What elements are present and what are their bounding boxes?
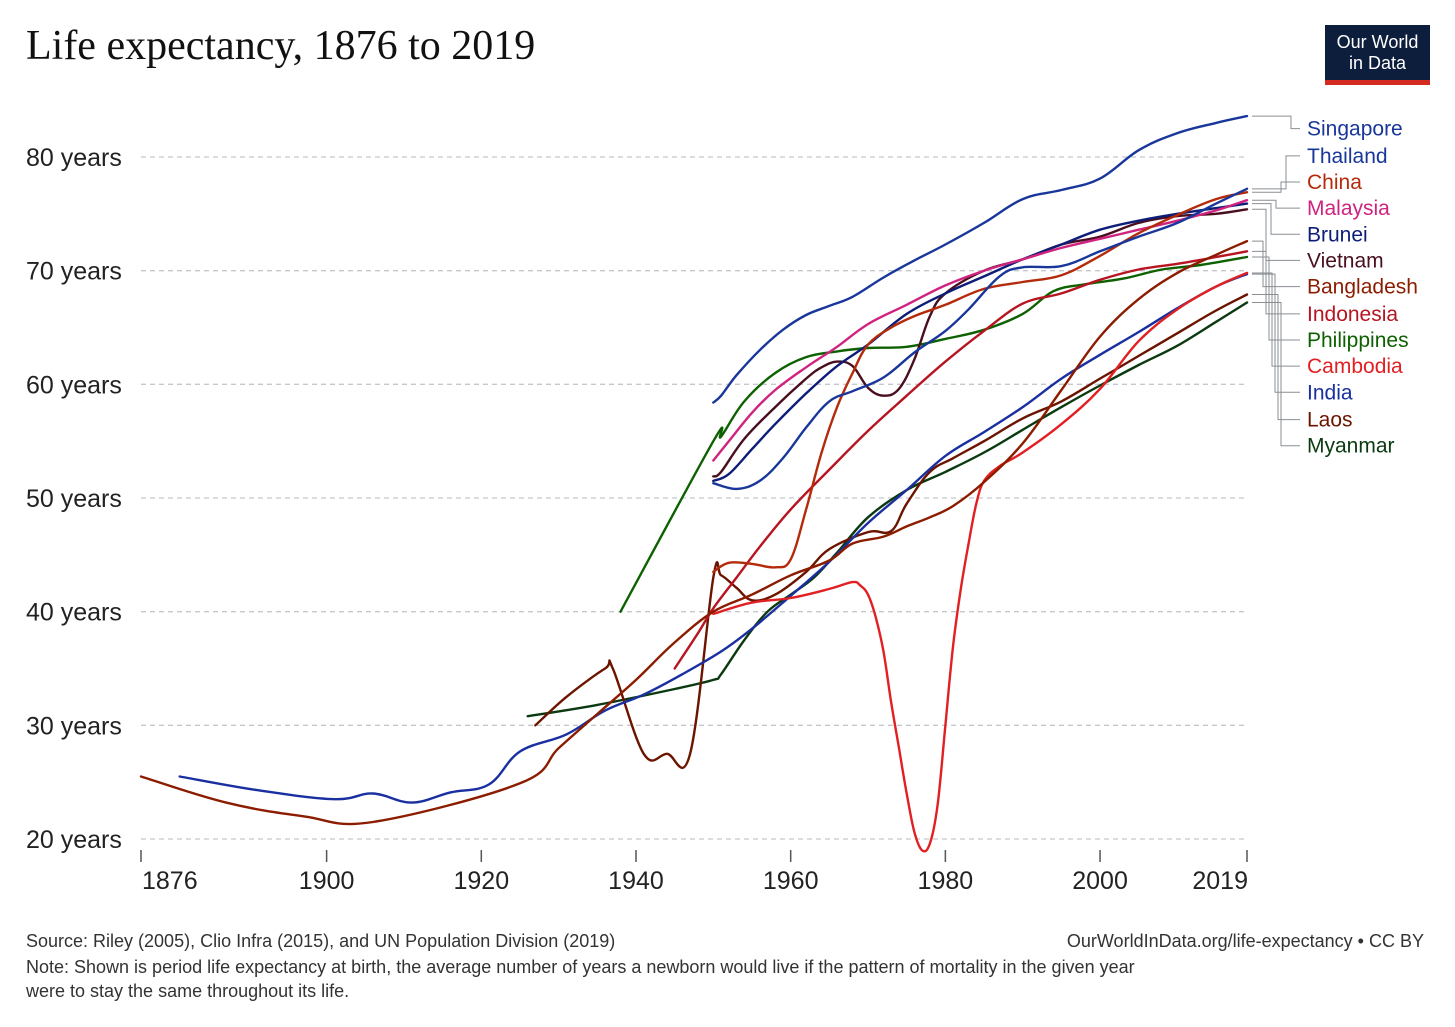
note-line-2: were to stay the same throughout its lif… <box>26 981 350 1001</box>
axes: 20 years 30 years 40 years 50 years 60 years… <box>26 144 1248 895</box>
x-tick-label: 1980 <box>918 867 974 895</box>
y-tick-label: 30 years <box>26 712 122 740</box>
series-line-cambodia <box>712 271 1249 853</box>
x-tick-label: 2000 <box>1072 867 1128 895</box>
label-connector <box>1252 256 1300 341</box>
series-line-brunei <box>712 202 1249 483</box>
label-connector <box>1252 199 1300 209</box>
series-label-india: India <box>1307 381 1353 404</box>
label-connector <box>1252 208 1300 261</box>
x-tick-label: 1876 <box>142 867 198 895</box>
series-label-cambodia: Cambodia <box>1307 355 1403 378</box>
series-lines <box>139 114 1249 853</box>
label-connector <box>1252 301 1300 447</box>
series-line-bangladesh <box>139 239 1249 826</box>
logo-line-1: Our World <box>1336 32 1419 52</box>
y-tick-label: 20 years <box>26 826 122 854</box>
chart-title: Life expectancy, 1876 to 2019 <box>26 23 536 69</box>
logo-accent-bar <box>1325 80 1430 85</box>
y-tick-label: 80 years <box>26 144 122 172</box>
note-line-1: Note: Shown is period life expectancy at… <box>26 957 1135 977</box>
x-tick-label: 1940 <box>608 867 664 895</box>
label-connector <box>1252 272 1300 367</box>
series-label-indonesia: Indonesia <box>1307 303 1398 326</box>
series-label-thailand: Thailand <box>1307 145 1388 168</box>
series-label-brunei: Brunei <box>1307 223 1368 246</box>
x-tick-label: 1920 <box>453 867 509 895</box>
series-line-india <box>178 272 1249 804</box>
y-tick-label: 60 years <box>26 371 122 399</box>
y-tick-label: 50 years <box>26 485 122 513</box>
series-labels: Singapore Thailand China Malaysia Brunei Viet… <box>1252 115 1418 458</box>
series-line-china <box>712 191 1249 574</box>
label-connector <box>1252 250 1300 315</box>
series-line-indonesia <box>673 250 1249 670</box>
label-connector <box>1252 294 1300 421</box>
series-label-philippines: Philippines <box>1307 329 1409 352</box>
series-line-philippines <box>619 255 1249 613</box>
y-tick-label: 40 years <box>26 599 122 627</box>
series-line-singapore <box>712 114 1249 404</box>
label-connector <box>1252 155 1300 190</box>
series-line-laos <box>534 293 1249 770</box>
label-connector <box>1252 240 1300 288</box>
logo-line-2: in Data <box>1348 53 1407 73</box>
label-connector <box>1252 181 1300 193</box>
label-connector <box>1252 203 1300 235</box>
series-label-malaysia: Malaysia <box>1307 197 1390 220</box>
owid-logo[interactable]: Our World in Data <box>1325 25 1430 85</box>
series-label-laos: Laos <box>1307 409 1353 432</box>
credit-link[interactable]: OurWorldInData.org/life-expectancy • CC … <box>1066 931 1424 951</box>
x-tick-label: 2019 <box>1192 867 1248 895</box>
series-label-singapore: Singapore <box>1307 118 1403 141</box>
series-label-bangladesh: Bangladesh <box>1307 276 1418 299</box>
series-label-vietnam: Vietnam <box>1307 249 1384 272</box>
x-tick-label: 1960 <box>763 867 819 895</box>
label-connector <box>1252 115 1300 130</box>
x-tick-label: 1900 <box>299 867 355 895</box>
y-tick-label: 70 years <box>26 258 122 286</box>
label-connector <box>1252 273 1300 393</box>
source-text: Source: Riley (2005), Clio Infra (2015),… <box>26 931 616 951</box>
series-line-vietnam <box>712 208 1249 478</box>
series-line-thailand <box>712 187 1249 491</box>
series-line-myanmar <box>526 301 1249 718</box>
series-label-china: China <box>1307 171 1362 194</box>
series-label-myanmar: Myanmar <box>1307 435 1395 458</box>
